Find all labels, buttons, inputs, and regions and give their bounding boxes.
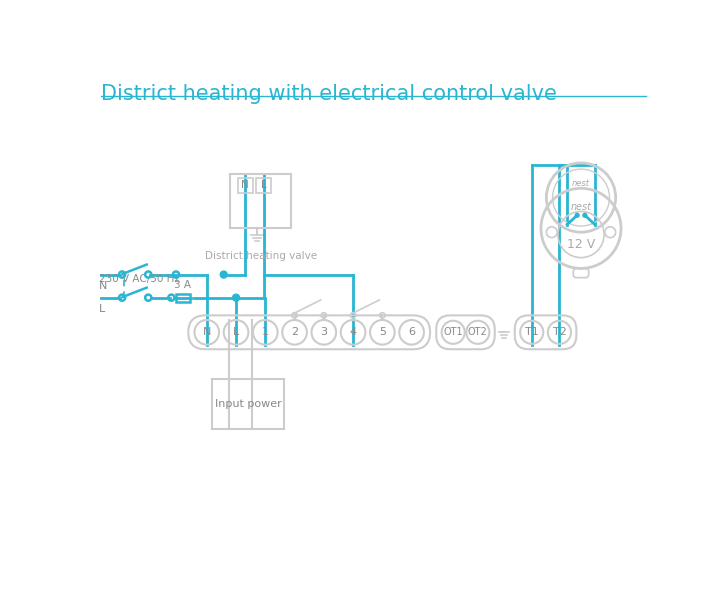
Text: OT1: OT1	[443, 327, 463, 337]
Circle shape	[575, 213, 579, 217]
Text: 230 V AC/50 Hz: 230 V AC/50 Hz	[99, 274, 180, 284]
Text: T2: T2	[553, 327, 566, 337]
Text: OT2: OT2	[468, 327, 488, 337]
Text: 3: 3	[320, 327, 328, 337]
Text: N: N	[202, 327, 211, 337]
Text: 4: 4	[349, 327, 357, 337]
Text: N: N	[99, 281, 107, 290]
Circle shape	[232, 294, 240, 301]
Text: Input power: Input power	[215, 399, 281, 409]
Text: L: L	[261, 180, 266, 190]
Circle shape	[221, 271, 227, 278]
Text: nest: nest	[572, 179, 590, 188]
Text: 2: 2	[291, 327, 298, 337]
Text: 3 A: 3 A	[174, 280, 191, 290]
Circle shape	[583, 213, 587, 217]
Text: L: L	[233, 327, 240, 337]
Text: N: N	[242, 180, 249, 190]
Text: District heating valve: District heating valve	[205, 251, 317, 261]
Text: 5: 5	[379, 327, 386, 337]
Text: L: L	[99, 304, 106, 314]
Text: 1: 1	[262, 327, 269, 337]
Text: District heating with electrical control valve: District heating with electrical control…	[100, 84, 556, 103]
Text: nest: nest	[571, 202, 592, 212]
Text: 6: 6	[408, 327, 415, 337]
Text: T1: T1	[525, 327, 539, 337]
Text: 12 V: 12 V	[567, 238, 595, 251]
